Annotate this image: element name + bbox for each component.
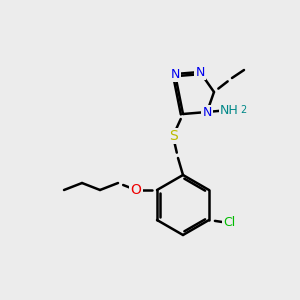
Text: Cl: Cl	[223, 217, 235, 230]
Text: NH: NH	[220, 103, 238, 116]
Text: S: S	[169, 129, 177, 143]
Text: 2: 2	[240, 105, 246, 115]
Text: N: N	[202, 106, 212, 118]
Text: N: N	[195, 65, 205, 79]
Text: N: N	[170, 68, 180, 80]
Text: O: O	[130, 183, 142, 197]
